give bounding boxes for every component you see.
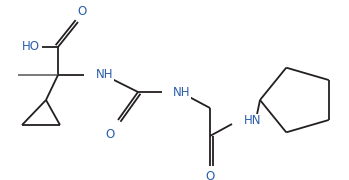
Text: NH: NH — [96, 69, 113, 82]
Text: HO: HO — [22, 40, 40, 53]
Text: O: O — [77, 5, 87, 18]
Text: O: O — [205, 170, 215, 180]
Text: NH: NH — [173, 86, 191, 98]
Text: HN: HN — [244, 114, 261, 127]
Text: O: O — [105, 128, 114, 141]
